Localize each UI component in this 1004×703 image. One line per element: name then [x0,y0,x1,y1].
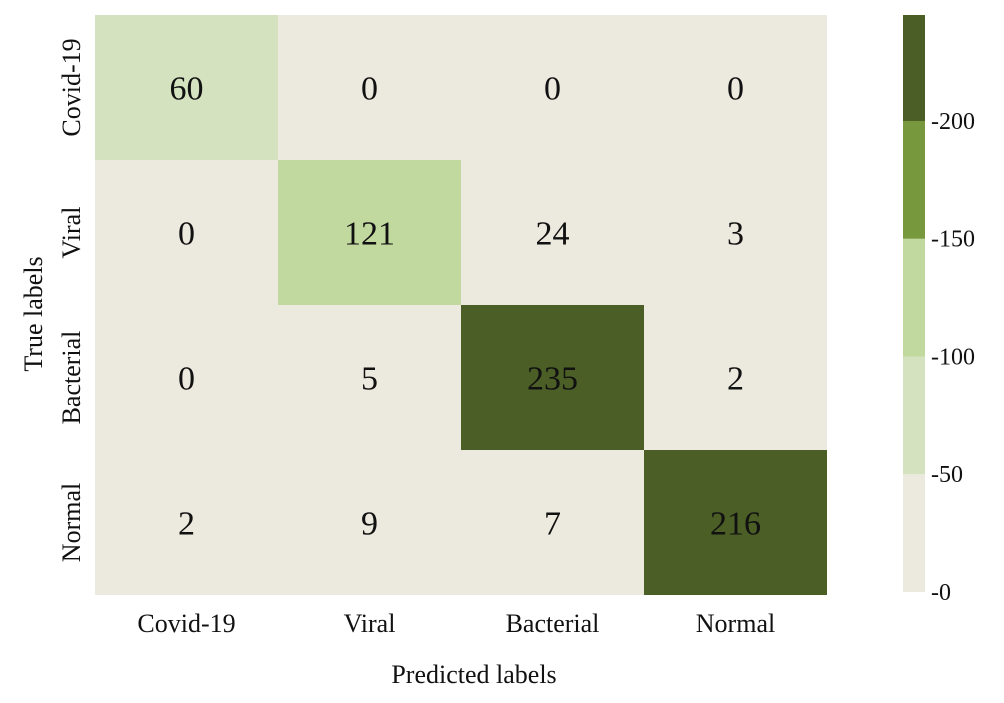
colorbar-tick-label: -0 [931,580,951,606]
colorbar-segment [903,238,925,357]
cell-value-label: 216 [710,506,761,543]
heatmap-cell [95,15,278,160]
cell-value-label: 7 [544,506,561,543]
heatmap-cell [461,450,644,595]
heatmap-cell [644,450,827,595]
heatmap-cell [278,160,461,305]
cell-value-label: 3 [727,216,744,253]
colorbar-segment [903,474,925,592]
heatmap-cell-values: 60 0 0 0 0 121 24 3 0 5 235 2 2 9 7 216 [170,71,762,543]
heatmap-cell [644,15,827,160]
x-axis-ticks: Covid-19 Viral Bacterial Normal [137,609,775,638]
cell-value-label: 9 [361,506,378,543]
cell-value-label: 24 [536,216,570,253]
y-tick-label: Normal [57,483,86,562]
colorbar [903,15,925,592]
colorbar-segment [903,356,925,475]
x-tick-label: Covid-19 [137,609,235,638]
heatmap-cell [95,450,278,595]
x-axis-title: Predicted labels [391,660,556,689]
cell-value-label: 0 [178,216,195,253]
cell-value-label: 2 [727,361,744,398]
heatmap-cell [278,305,461,450]
heatmap-cell [461,160,644,305]
y-tick-label: Viral [57,207,86,259]
heatmap-cell [278,450,461,595]
heatmap-cell [95,305,278,450]
x-tick-label: Bacterial [506,609,600,638]
heatmap-cell [278,15,461,160]
y-tick-label: Covid-19 [57,38,86,136]
cell-value-label: 60 [170,71,204,108]
colorbar-tick-label: -100 [931,344,975,370]
cell-value-label: 5 [361,361,378,398]
x-tick-label: Viral [344,609,396,638]
cell-value-label: 0 [544,71,561,108]
cell-value-label: 0 [361,71,378,108]
heatmap-cell [461,305,644,450]
heatmap-cell [644,160,827,305]
colorbar-tick-label: -50 [931,462,963,488]
heatmap-cells [95,15,827,595]
x-tick-label: Normal [696,609,775,638]
y-axis-ticks: Covid-19 Viral Bacterial Normal [57,38,86,562]
colorbar-tick-label: -200 [931,109,975,135]
colorbar-ticks: -0 -50 -100 -150 -200 [931,109,975,606]
colorbar-segment [903,15,925,121]
heatmap-cell [95,160,278,305]
colorbar-tick-label: -150 [931,227,975,253]
cell-value-label: 2 [178,506,195,543]
cell-value-label: 235 [527,361,578,398]
y-tick-label: Bacterial [57,331,86,425]
cell-value-label: 0 [178,361,195,398]
cell-value-label: 121 [344,216,395,253]
y-axis-title: True labels [19,256,48,371]
cell-value-label: 0 [727,71,744,108]
heatmap-cell [461,15,644,160]
colorbar-segment [903,120,925,239]
heatmap-cell [644,305,827,450]
